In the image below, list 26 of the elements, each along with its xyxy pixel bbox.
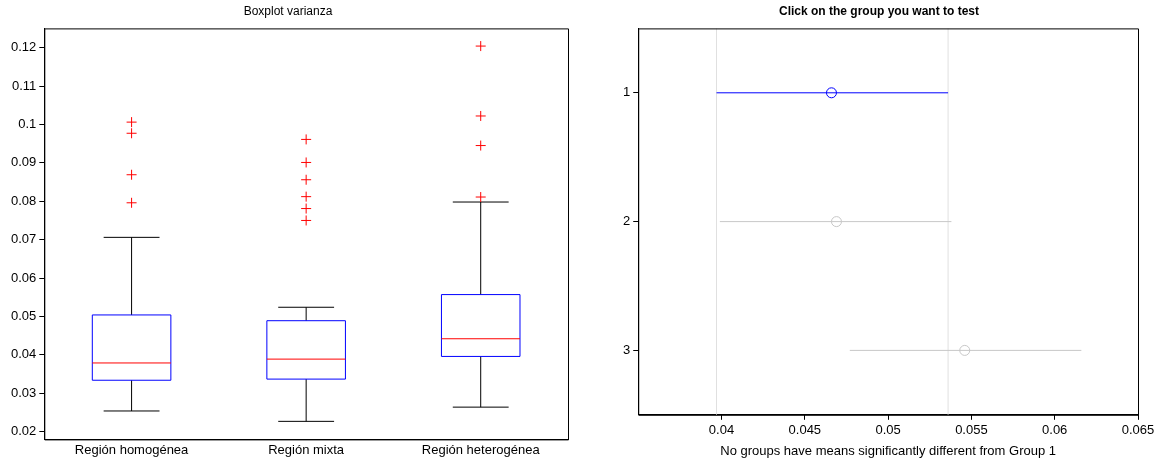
y-tick-label: 0.02 (10, 423, 37, 439)
y-tick-label: 0.03 (10, 384, 37, 400)
y-tick-label: 0.1 (18, 116, 37, 132)
chart-title: Boxplot varianza (243, 3, 333, 18)
x-tick-label: Región heterogénea (421, 441, 541, 457)
x-tick-label: 0.05 (875, 422, 901, 438)
y-tick-label: 0.05 (10, 308, 37, 324)
x-tick-label: 0.065 (1121, 422, 1155, 438)
x-tick-label: 0.06 (1042, 422, 1068, 438)
x-tick-label: 0.055 (955, 422, 988, 438)
y-tick-label: 0.04 (10, 346, 37, 362)
y-tick-label: 2 (623, 213, 631, 229)
y-tick-label: 3 (623, 341, 631, 357)
x-tick-label: 0.045 (788, 422, 822, 438)
y-tick-label: 1 (623, 84, 631, 100)
x-tick-label: Región mixta (268, 441, 345, 457)
chart-title: Click on the group you want to test (778, 3, 980, 18)
x-tick-label: 0.04 (708, 422, 735, 438)
y-tick-label: 0.07 (10, 231, 37, 247)
y-tick-label: 0.08 (10, 192, 37, 208)
y-tick-label: 0.11 (11, 77, 37, 93)
y-tick-label: 0.09 (10, 154, 37, 170)
y-tick-label: 0.06 (10, 269, 37, 285)
y-tick-label: 0.12 (10, 39, 37, 55)
x-tick-label: Región homogénea (74, 441, 190, 457)
x-axis-title: No groups have means significantly different from Group 1 (720, 442, 1056, 458)
